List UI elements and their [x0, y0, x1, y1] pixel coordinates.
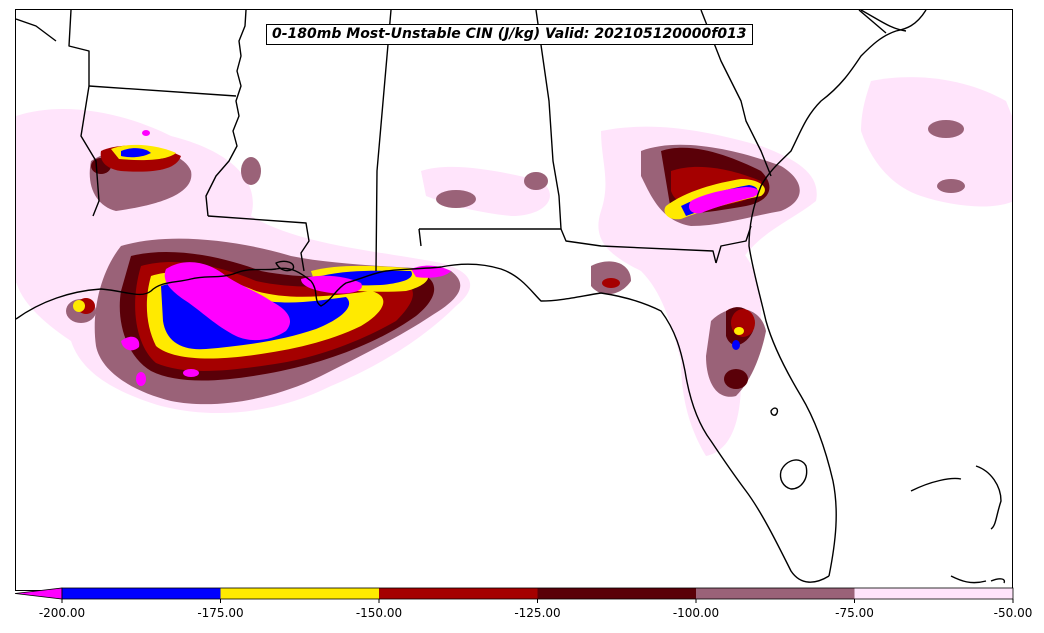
colorbar-bin: [62, 588, 221, 599]
state-line-tx-ar: [80, 85, 100, 217]
mississippi-river-boundary: [205, 10, 247, 217]
atlantic-north-coast: [860, 10, 907, 32]
island-outline-south: [950, 575, 987, 584]
colorbar-ticks: -200.00 -175.00 -150.00 -125.00 -100.00 -75.0…: [39, 599, 1033, 620]
lake-pontchartrain: [275, 260, 295, 272]
colorbar-bins: [14, 587, 1014, 600]
state-line-ga-fl: [715, 225, 752, 264]
cin-map: [16, 10, 1012, 584]
colorbar-tick-label: -125.00: [514, 606, 560, 620]
state-line-al-fl: [419, 228, 717, 264]
map-title: 0-180mb Most-Unstable CIN (J/kg) Valid: …: [266, 24, 753, 45]
colorbar-extend-triangle: [14, 587, 63, 600]
state-line-nc-sc: [858, 10, 887, 34]
map-panel: 0-180mb Most-Unstable CIN (J/kg) Valid: …: [15, 9, 1013, 591]
colorbar-bin: [537, 588, 696, 599]
colorbar-tick-label: -100.00: [673, 606, 719, 620]
state-line-la-ms: [207, 215, 310, 272]
colorbar-bin: [379, 588, 538, 599]
state-line-ar-la: [88, 85, 237, 97]
island-outline-south-2: [990, 578, 1006, 584]
state-line-ga-sc: [700, 10, 772, 177]
state-line-ok-tx-west: [16, 18, 57, 42]
coastal-lake: [770, 407, 779, 416]
colorbar: -200.00 -175.00 -150.00 -125.00 -100.00 -75.0…: [14, 587, 1033, 620]
colorbar-bin: [854, 588, 1013, 599]
colorbar-bin: [220, 588, 379, 599]
lake-okeechobee: [779, 459, 808, 490]
cin-field-layer: [16, 77, 1012, 456]
colorbar-tick-label: -50.00: [994, 606, 1033, 620]
island-outline-east: [910, 477, 962, 492]
island-outline-east-2: [975, 465, 1002, 530]
state-line-al-fl-south: [418, 228, 422, 247]
gulf-coastline: [16, 263, 830, 583]
state-line-tx-ok: [68, 10, 90, 86]
atlantic-coastline: [748, 10, 927, 577]
colorbar-tick-label: -150.00: [356, 606, 402, 620]
colorbar-tick-label: -175.00: [197, 606, 243, 620]
state-line-al-ga: [535, 10, 562, 230]
boundary-layer: [16, 10, 1006, 584]
state-line-ms-al: [375, 10, 392, 272]
colorbar-bin: [696, 588, 855, 599]
colorbar-tick-label: -75.00: [835, 606, 874, 620]
colorbar-tick-label: -200.00: [39, 606, 85, 620]
